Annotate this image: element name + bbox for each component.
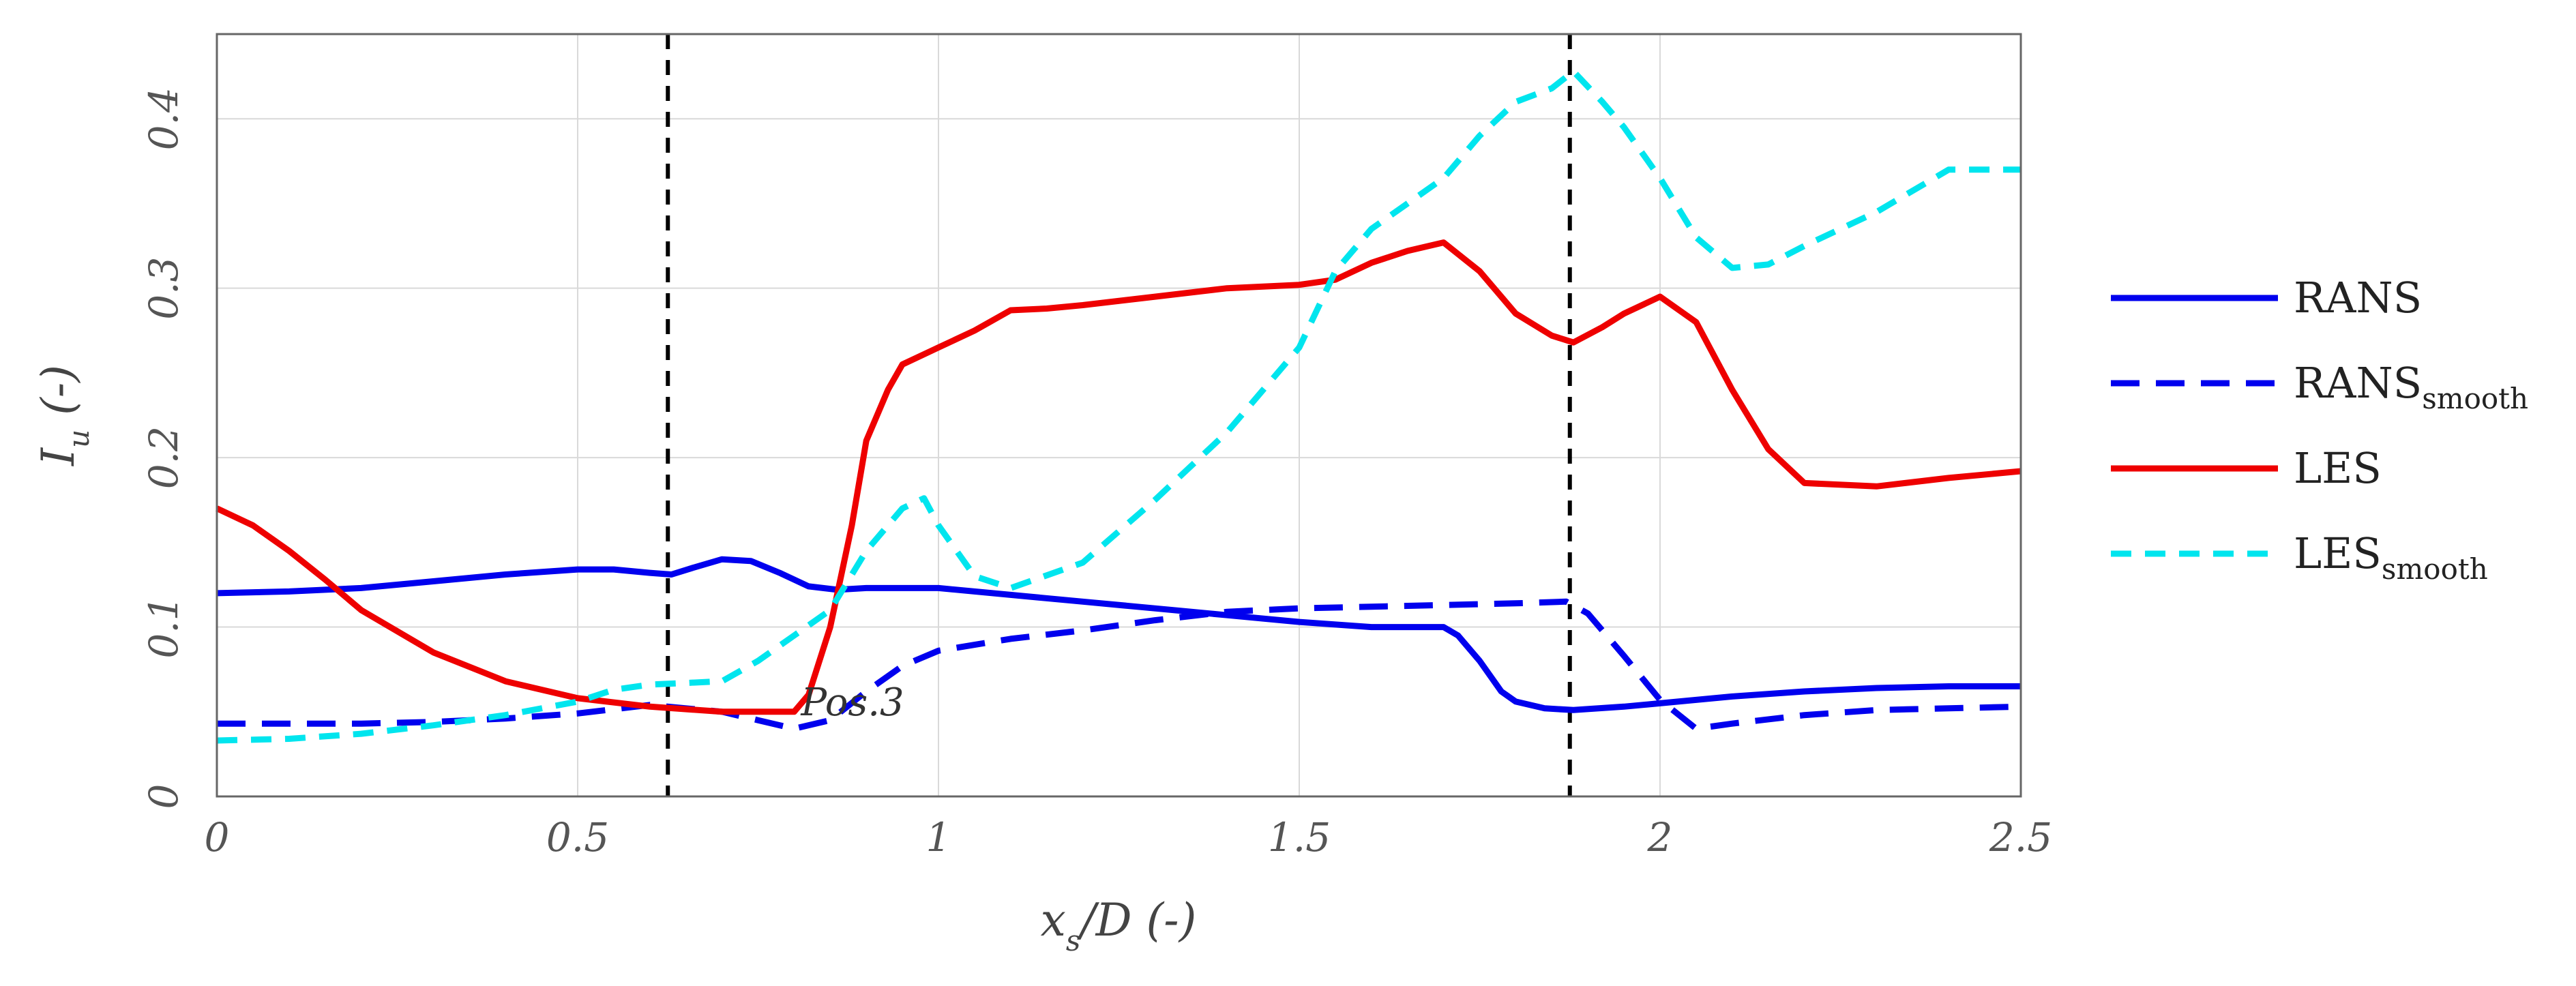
legend-label: LES [2294,443,2382,493]
y-tick-label: 0.2 [140,426,187,489]
x-tick-label: 0.5 [546,814,609,861]
legend: RANS RANSsmooth LES LESsmooth [2111,273,2528,586]
x-tick-label: 2 [1647,814,1673,861]
grid [217,34,2021,796]
marker-lines [666,34,1572,796]
x-axis-label: xs/D (-) [1041,894,1197,957]
plot-area [217,34,2021,796]
y-tick-label: 0.4 [140,87,187,150]
series-line-les-smooth [216,68,2021,744]
x-tick-labels: 0 0.5 1 1.5 2 2.5 [205,814,2053,861]
y-tick-label: 0.1 [140,595,187,658]
x-tick-label: 2.5 [1989,814,2052,861]
y-tick-label: 0.3 [140,257,187,320]
y-axis-label: Iu (-) [32,365,95,466]
annotation-pos3: Pos.3 [800,681,904,725]
plot-frame [216,33,2022,798]
series-line-les [216,239,2022,715]
legend-label: LESsmooth [2294,528,2488,586]
series-group [216,68,2022,744]
y-tick-label: 0 [140,784,187,809]
series-line-rans [216,556,2021,713]
series-line-rans-smooth [217,598,2022,732]
x-tick-label: 0 [205,814,230,861]
x-tick-label: 1.5 [1268,814,1331,861]
y-tick-labels: 0 0.1 0.2 0.3 0.4 [140,87,187,809]
legend-label: RANS [2294,273,2422,323]
x-tick-label: 1 [926,814,951,861]
legend-label: RANSsmooth [2294,358,2528,415]
